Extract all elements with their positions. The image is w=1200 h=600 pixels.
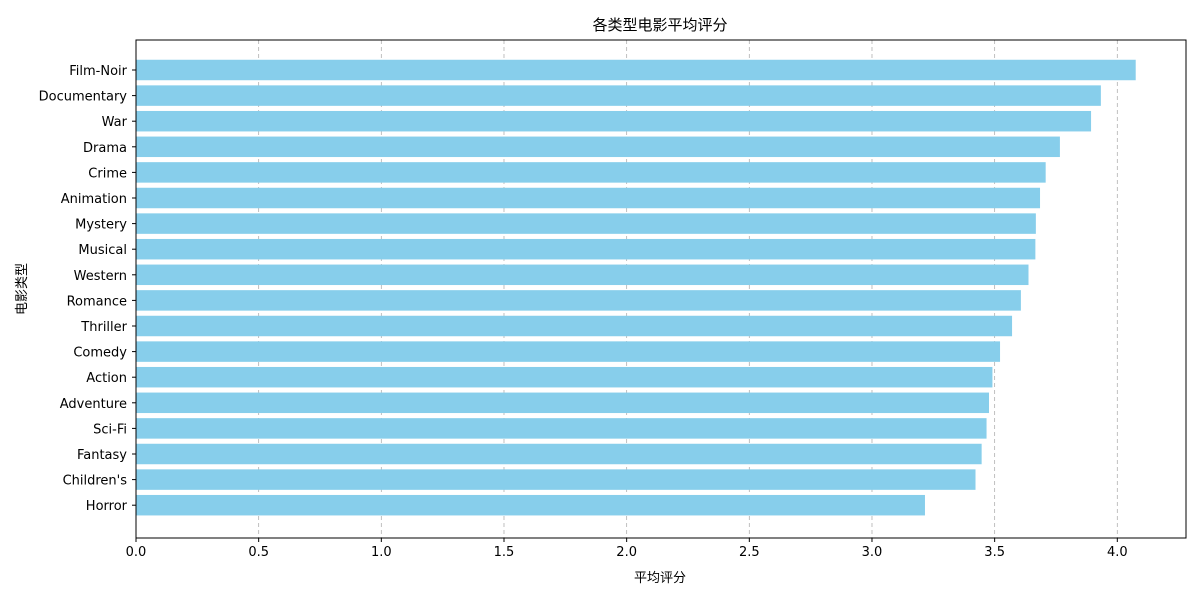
x-tick-label: 3.5	[984, 545, 1005, 560]
bar-drama	[136, 136, 1060, 158]
y-tick-label: Action	[86, 371, 127, 386]
bar-adventure	[136, 392, 990, 414]
bar-horror	[136, 494, 925, 516]
x-axis-label: 平均评分	[634, 571, 686, 586]
x-tick-label: 0.0	[126, 545, 147, 560]
y-tick-label: Musical	[78, 243, 127, 258]
bar-sci-fi	[136, 418, 987, 439]
bar-romance	[136, 290, 1021, 311]
x-tick-label: 1.0	[371, 545, 392, 560]
x-tick-label: 3.0	[862, 545, 883, 560]
bar-film-noir	[136, 59, 1136, 81]
y-tick-label: Film-Noir	[69, 64, 127, 79]
axis-ticks: 0.0 0.5 1.0 1.5 2.0 2.5 3.0 3.5 4.0 Film-Noir Docu…	[39, 64, 1128, 560]
bar-comedy	[136, 341, 1001, 362]
y-tick-label: Thriller	[80, 320, 127, 335]
y-tick-label: Mystery	[75, 218, 127, 233]
y-tick-label: Children's	[63, 474, 128, 489]
plot-frame	[135, 39, 1187, 539]
bar-documentary	[136, 85, 1101, 106]
x-tick-label: 1.5	[494, 545, 515, 560]
y-tick-label: Sci-Fi	[93, 422, 127, 437]
bar-musical	[136, 238, 1036, 260]
bar-children-s	[136, 469, 976, 490]
y-tick-label: Animation	[61, 192, 127, 207]
x-tick-label: 2.0	[616, 545, 637, 560]
y-tick-label: Adventure	[60, 397, 127, 412]
y-tick-label: Documentary	[39, 90, 128, 105]
y-tick-label: Fantasy	[77, 448, 127, 463]
y-tick-label: Comedy	[73, 346, 127, 361]
x-tick-label: 2.5	[739, 545, 760, 560]
bar-war	[136, 110, 1092, 132]
bar-fantasy	[136, 443, 982, 465]
y-tick-label: Crime	[88, 166, 127, 181]
chart-title: 各类型电影平均评分	[592, 16, 727, 34]
bars	[136, 59, 1136, 516]
bar-mystery	[136, 213, 1036, 234]
y-tick-label: Western	[74, 269, 127, 284]
bar-animation	[136, 187, 1041, 209]
bar-thriller	[136, 315, 1013, 337]
bar-western	[136, 264, 1029, 286]
bar-crime	[136, 162, 1046, 183]
y-tick-label: Horror	[86, 499, 128, 514]
x-tick-label: 4.0	[1107, 545, 1128, 560]
y-tick-label: Romance	[67, 294, 127, 309]
y-tick-label: War	[102, 115, 128, 130]
x-tick-label: 0.5	[248, 545, 269, 560]
y-tick-label: Drama	[83, 141, 127, 156]
bar-action	[136, 366, 993, 388]
y-axis-label: 电影类型	[15, 263, 30, 315]
